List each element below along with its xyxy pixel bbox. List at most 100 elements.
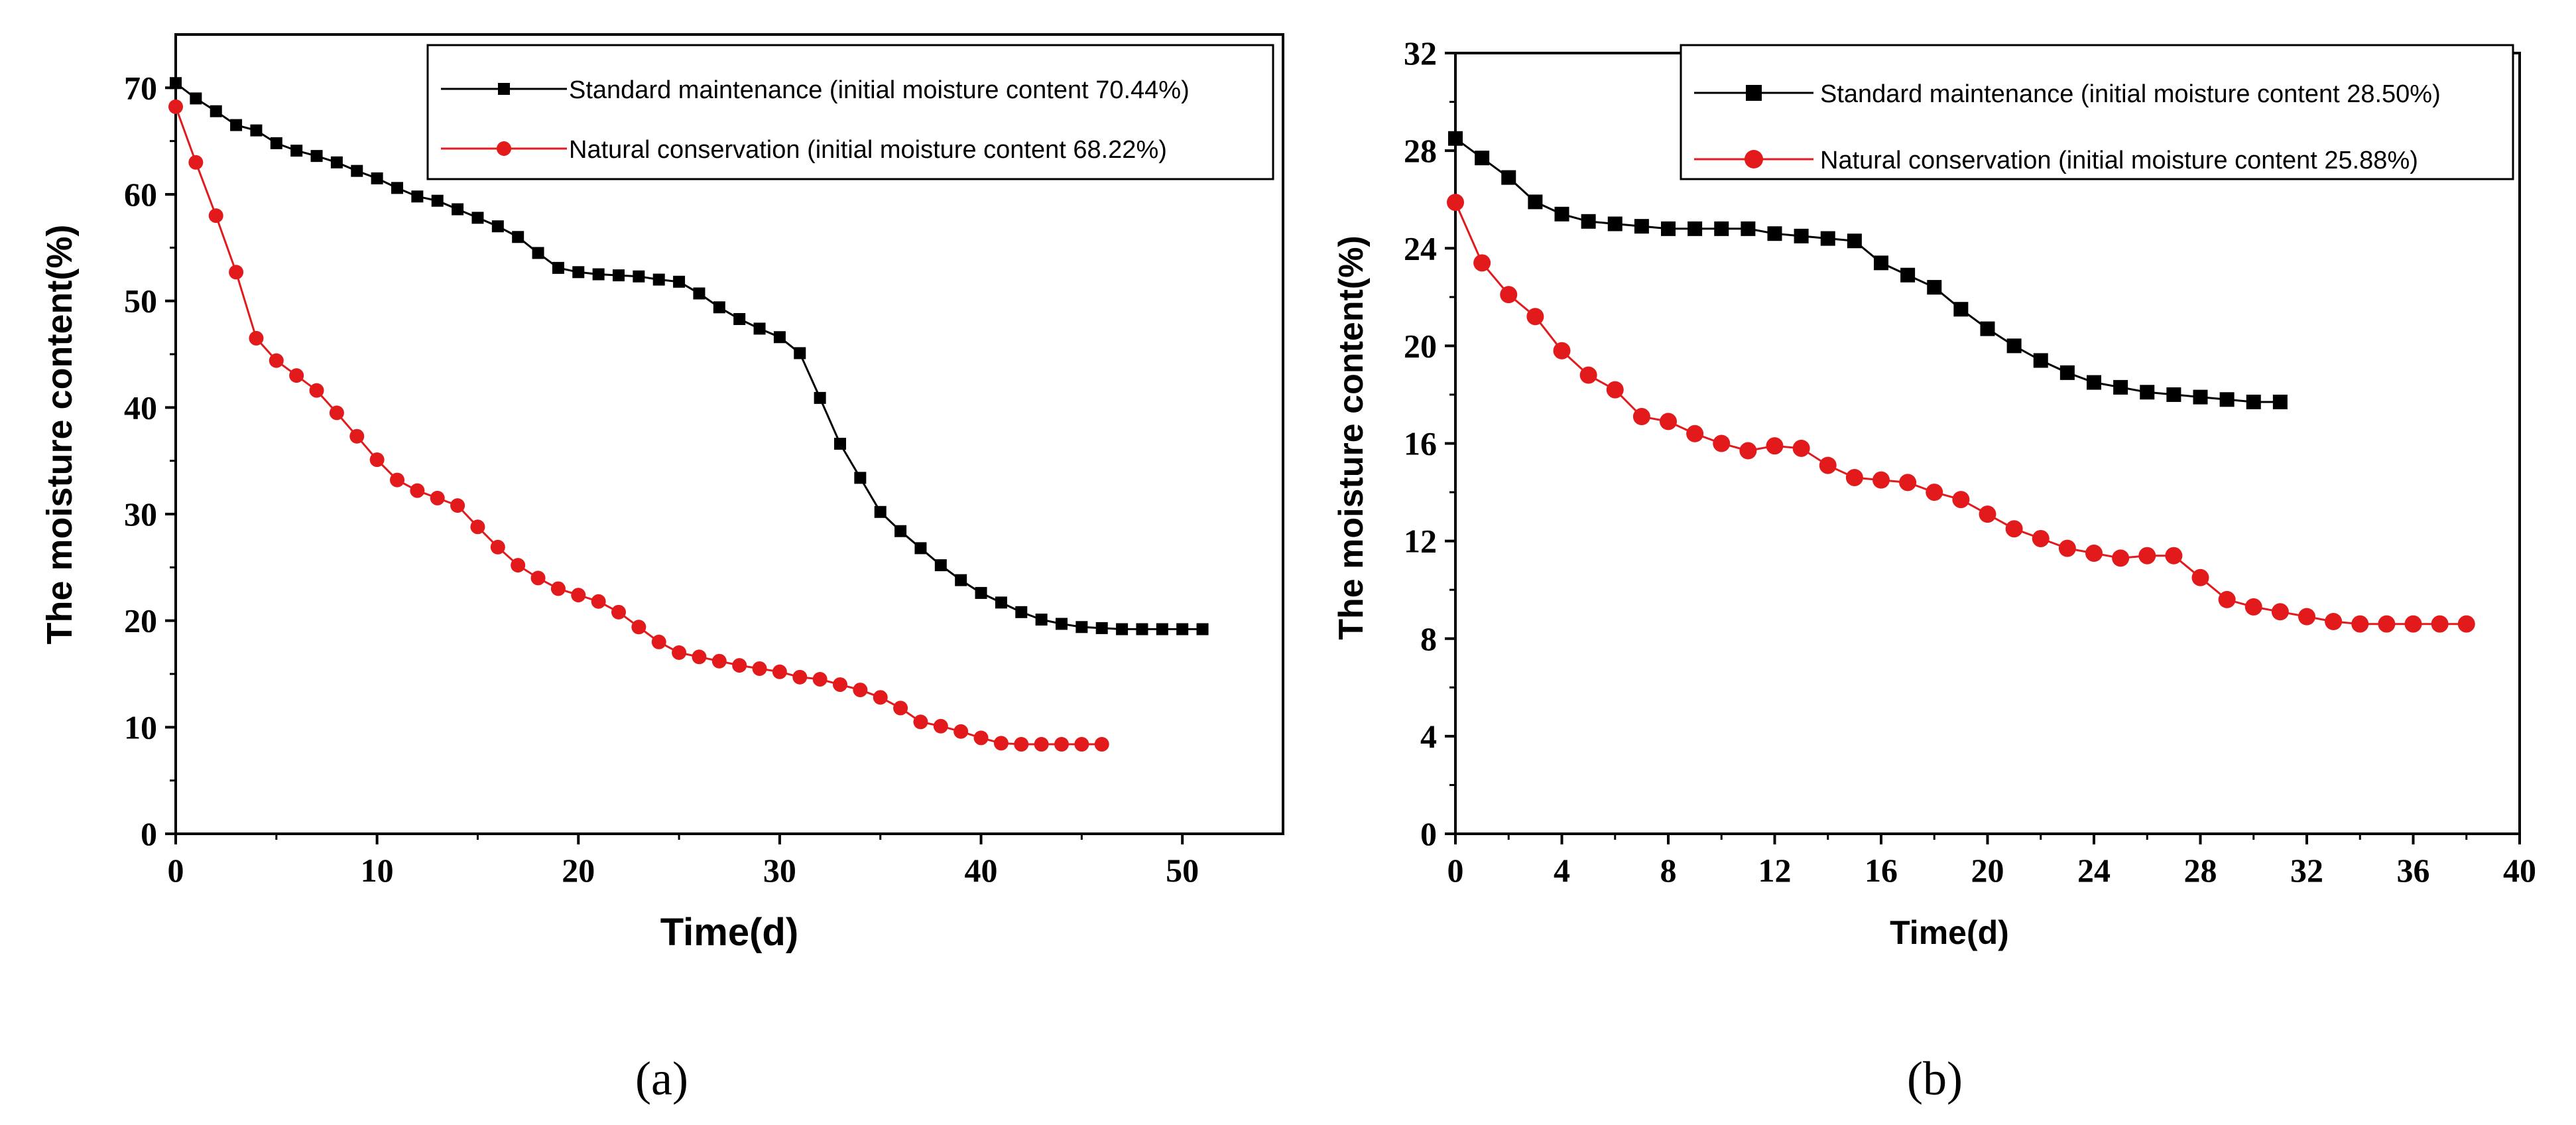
data-point-standard-a (934, 559, 947, 572)
data-point-natural-a (1014, 737, 1029, 752)
data-point-natural-a (853, 683, 868, 698)
data-point-standard-b (1927, 280, 1942, 295)
data-point-standard-a (1095, 622, 1108, 634)
data-point-natural-a (229, 265, 244, 280)
data-point-natural-b (2165, 547, 2183, 564)
legend-marker-natural-b (1745, 150, 1763, 168)
data-point-natural-a (833, 677, 847, 693)
data-point-standard-b (2219, 392, 2235, 407)
data-point-standard-b (1874, 255, 1888, 271)
data-point-standard-a (1056, 618, 1068, 630)
series-line-natural-a (174, 106, 1102, 746)
series-lines-b (1454, 137, 2467, 626)
data-point-standard-a (693, 287, 705, 300)
data-point-natural-a (973, 730, 989, 746)
y-tick-label-a: 20 (124, 602, 157, 639)
x-tick-label-b: 0 (1447, 852, 1464, 889)
series-line-standard-a (175, 82, 1203, 630)
x-tick-label-a: 10 (361, 852, 394, 889)
data-point-standard-a (914, 542, 927, 555)
y-tick-label-a: 0 (141, 815, 157, 852)
series-line-natural-b (1454, 202, 2467, 626)
data-point-natural-a (711, 653, 727, 669)
data-point-standard-b (2006, 338, 2022, 354)
data-point-natural-b (1872, 471, 1890, 489)
data-point-standard-b (1634, 219, 1649, 234)
data-point-standard-b (1741, 221, 1756, 236)
data-point-natural-b (2271, 603, 2289, 621)
data-point-standard-a (1035, 614, 1048, 626)
series-markers-a (168, 77, 1209, 752)
data-point-natural-b (1926, 484, 1943, 501)
data-point-natural-b (2325, 613, 2343, 631)
data-point-standard-a (1116, 623, 1129, 635)
data-point-standard-a (894, 525, 907, 537)
x-tick-label-b: 16 (1865, 852, 1898, 889)
data-point-standard-b (1820, 231, 1835, 246)
legend-box-b (1680, 44, 2514, 180)
data-point-standard-b (1953, 302, 1969, 317)
data-point-standard-a (955, 574, 967, 586)
data-point-standard-a (552, 261, 564, 274)
data-point-standard-a (532, 247, 544, 259)
data-point-standard-a (1075, 621, 1088, 633)
data-point-standard-b (1980, 321, 1995, 336)
data-point-natural-b (1632, 408, 1650, 426)
data-point-standard-a (471, 212, 484, 224)
data-point-natural-a (732, 658, 747, 673)
data-point-natural-a (893, 700, 908, 716)
x-tick-label-a: 30 (763, 852, 796, 889)
legend-label-standard-b: Standard maintenance (initial moisture c… (1820, 80, 2441, 108)
data-point-natural-a (309, 383, 324, 398)
data-point-standard-a (572, 266, 585, 279)
legend-marker-natural-a (497, 141, 511, 156)
data-point-natural-b (2298, 608, 2315, 626)
y-tick-label-b: 24 (1404, 230, 1437, 267)
data-point-standard-a (773, 331, 786, 344)
data-point-natural-b (1473, 254, 1491, 272)
chart-panel-b: 0 4 8 12 16 20 24 28 32 36 40 0 4 8 12 16 20 24 28 32 Time(… (1332, 34, 2536, 1105)
y-tick-label-b: 20 (1404, 327, 1437, 364)
y-tick-label-b: 32 (1404, 34, 1437, 72)
y-tick-label-b: 28 (1404, 132, 1437, 169)
data-point-natural-a (349, 429, 365, 444)
x-tick-label-b: 4 (1554, 852, 1570, 889)
y-tick-label-b: 4 (1420, 718, 1437, 755)
y-tick-label-a: 60 (124, 176, 157, 213)
data-point-natural-b (2138, 547, 2156, 564)
legend-b: Standard maintenance (initial moisture c… (1680, 44, 2514, 180)
legend-label-standard-a: Standard maintenance (initial moisture c… (569, 76, 1190, 104)
data-point-natural-b (2085, 545, 2103, 562)
x-tick-label-a: 0 (168, 852, 184, 889)
x-tick-label-b: 8 (1660, 852, 1677, 889)
axis-ticks-b: 0 4 8 12 16 20 24 28 32 36 40 0 4 8 12 16 20 24 28 32 (1404, 34, 2536, 889)
data-point-natural-a (631, 620, 646, 635)
data-point-natural-a (651, 634, 666, 649)
data-point-standard-b (1687, 221, 1703, 236)
data-point-natural-a (490, 539, 505, 555)
data-point-standard-a (794, 347, 806, 360)
data-point-standard-b (1528, 194, 1543, 210)
data-point-standard-a (1015, 606, 1028, 618)
series-markers-b (1447, 131, 2475, 633)
data-point-standard-a (753, 322, 766, 335)
data-point-standard-a (733, 312, 746, 325)
legend-marker-standard-a (498, 83, 510, 95)
data-point-natural-a (571, 588, 586, 603)
data-point-natural-a (530, 570, 546, 586)
data-point-standard-a (673, 275, 686, 288)
data-point-natural-a (470, 519, 485, 535)
legend-marker-standard-b (1746, 85, 1762, 101)
data-point-standard-a (1156, 623, 1168, 635)
data-point-standard-a (491, 220, 504, 233)
x-tick-label-b: 40 (2503, 852, 2536, 889)
data-point-standard-a (834, 437, 846, 450)
data-point-standard-a (1176, 623, 1189, 635)
data-point-standard-b (1714, 221, 1729, 236)
data-point-natural-a (752, 661, 767, 676)
data-point-standard-a (1196, 623, 1209, 635)
data-point-natural-b (1952, 491, 1970, 509)
data-point-standard-b (1581, 214, 1596, 229)
data-point-natural-a (953, 724, 969, 739)
data-point-natural-b (2244, 598, 2262, 616)
